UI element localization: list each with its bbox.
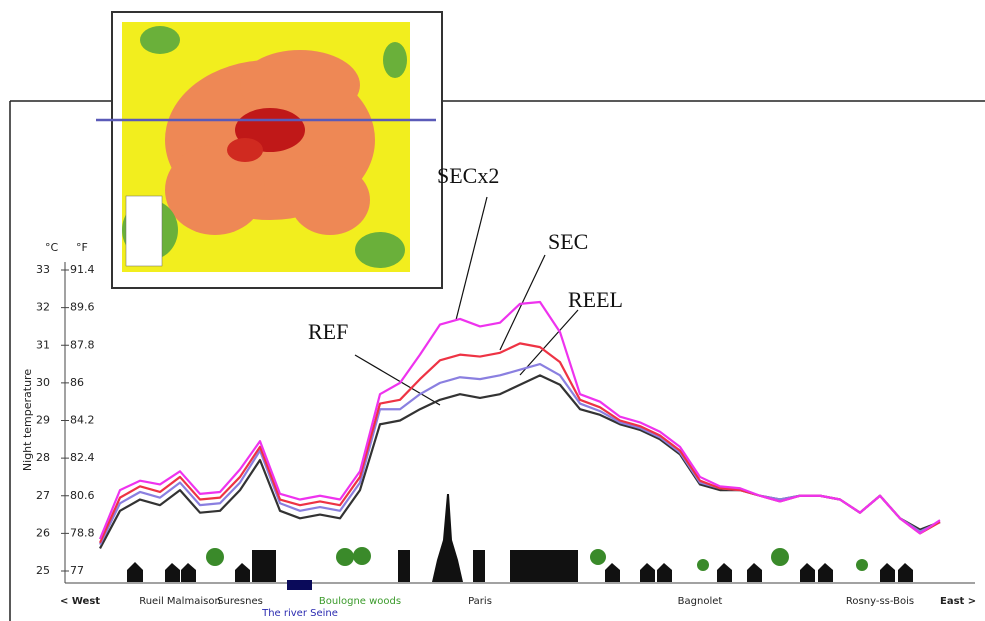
annotation-arrows [354,196,579,406]
series-annotation: REF [308,319,348,344]
series-line [99,374,941,549]
y-tick-label: 29 [36,414,50,427]
y-axis-label: Night temperature [21,369,34,471]
x-category-label: Rosny-ss-Bois [846,596,914,607]
y2-tick-label: 87.8 [70,338,95,351]
river-label: The river Seine [261,608,338,619]
series-line [99,362,941,546]
map-inset [96,11,443,289]
y2-tick-label: 86 [70,376,84,389]
y-tick-label: 31 [36,338,50,351]
y-tick-label: 28 [36,451,50,464]
y-unit: °C [45,241,59,254]
series-line [98,342,941,544]
river-mark [287,580,312,590]
y-tick-label: 30 [36,376,50,389]
series-line [98,300,941,540]
x-category-label: Paris [468,596,492,607]
y2-tick-label: 78.8 [70,526,95,539]
x-category-label: Rueil Malmaison [139,596,221,607]
series-annotation: SECx2 [437,163,499,188]
y2-tick-label: 82.4 [70,451,95,464]
x-start-label: < West [60,596,100,607]
y2-tick-label: 84.2 [70,414,95,427]
y-tick-label: 33 [36,263,50,276]
y2-tick-label: 89.6 [70,301,95,314]
series-annotation: SEC [548,229,588,254]
y-tick-label: 27 [36,489,50,502]
y-tick-label: 25 [36,564,50,577]
y2-tick-label: 91.4 [70,263,95,276]
x-category-label: Suresnes [217,596,263,607]
x-end-label: East > [940,596,976,607]
series-annotation: REEL [568,287,623,312]
x-category-label: Boulogne woods [319,596,401,607]
skyline [127,494,913,582]
y2-unit: °F [76,241,88,254]
y2-tick-label: 80.6 [70,489,95,502]
y-tick-label: 26 [36,526,50,539]
x-category-label: Bagnolet [678,596,723,607]
y-tick-label: 32 [36,301,50,314]
y2-tick-label: 77 [70,564,84,577]
